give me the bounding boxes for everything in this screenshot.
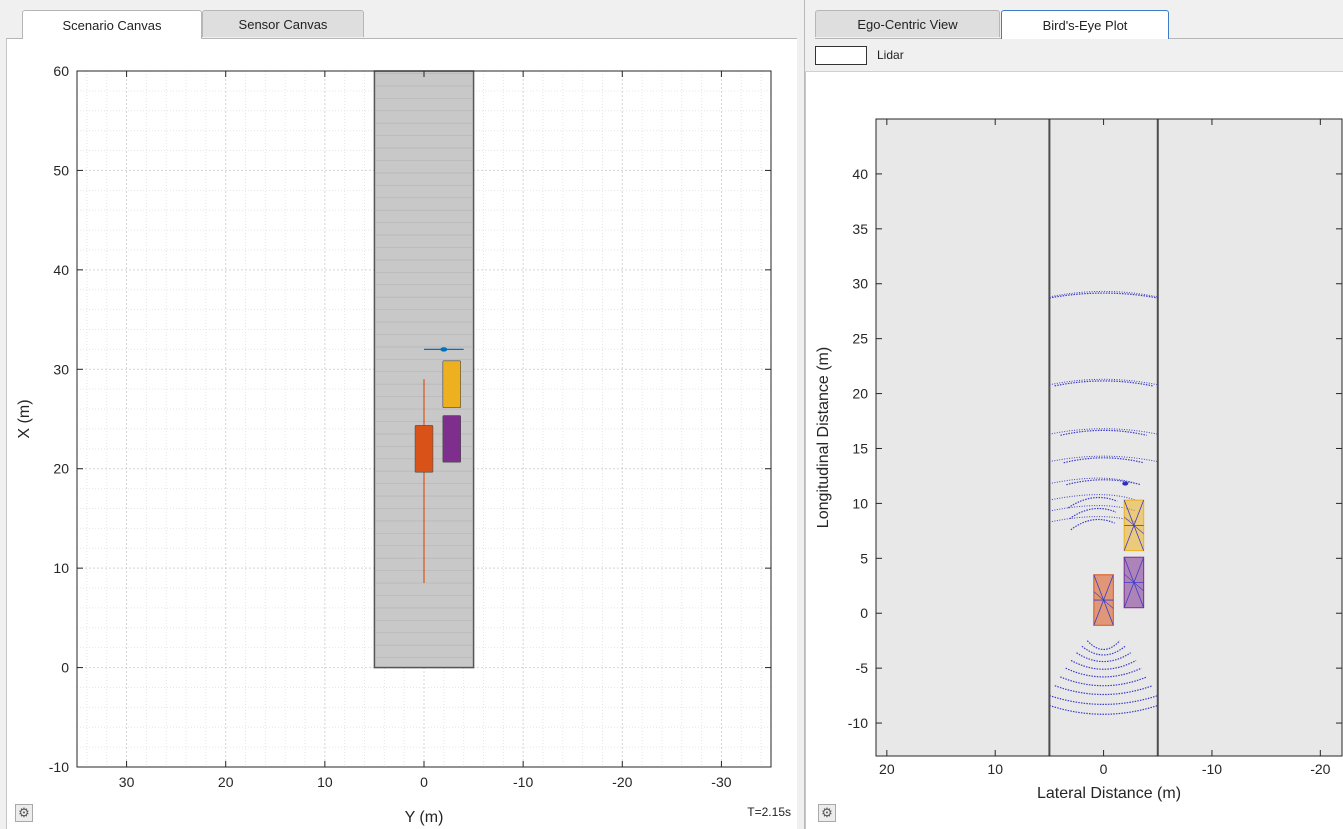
lidar-ring-behind (1070, 659, 1137, 670)
lidar-ring-ahead (1054, 380, 1153, 387)
y-tick-label: 15 (852, 440, 868, 456)
lidar-ring-behind (1054, 685, 1153, 696)
lidar-ring-ahead (1069, 507, 1117, 520)
lidar-ring-behind (1081, 645, 1126, 656)
lidar-ring-behind (1049, 695, 1158, 705)
scenario-plot[interactable]: 30 20 10 0 -10 -20 -30 60 50 40 30 20 10 0 -10 Y (m) X (… (7, 39, 798, 829)
x-axis-label: Y (m) (405, 809, 444, 826)
x-tick-label: 20 (879, 761, 895, 777)
gear-icon[interactable]: ⚙ (818, 804, 836, 822)
x-tick-label: -10 (1202, 761, 1222, 777)
x-tick-label: 10 (987, 761, 1003, 777)
x-axis-label: Lateral Distance (m) (1037, 785, 1181, 802)
birds-eye-pane: Ego-Centric View Bird's-Eye Plot Lidar 2… (804, 0, 1343, 829)
splitter-grip[interactable] (798, 410, 803, 420)
lidar-ring-ahead (1063, 457, 1144, 464)
x-tick-label: 0 (1100, 761, 1108, 777)
y-tick-label: 5 (860, 550, 868, 566)
y-tick-label: -5 (856, 660, 869, 676)
scenario-canvas[interactable]: 30 20 10 0 -10 -20 -30 60 50 40 30 20 10 0 -10 Y (m) X (… (6, 39, 797, 829)
lidar-ring-behind (1060, 676, 1148, 687)
legend-bar: Lidar (805, 39, 1343, 72)
lidar-ring-behind (1086, 640, 1121, 651)
y-tick-label: 0 (61, 660, 69, 676)
x-tick-label: -10 (513, 774, 533, 790)
pane-splitter[interactable] (797, 0, 804, 829)
lidar-pedestrian (1122, 481, 1129, 486)
lidar-ring-ahead (1060, 429, 1147, 436)
axes-box (875, 118, 1343, 757)
tab-ego-centric-view[interactable]: Ego-Centric View (815, 10, 1000, 37)
y-tick-label: 20 (852, 386, 868, 402)
y-tick-label: 0 (860, 605, 868, 621)
y-tick-label: 40 (852, 166, 868, 182)
x-tick-label: -20 (612, 774, 632, 790)
y-tick-label: -10 (848, 715, 868, 731)
y-tick-label: 35 (852, 221, 868, 237)
y-tick-label: 10 (852, 495, 868, 511)
right-tab-bar: Ego-Centric View Bird's-Eye Plot (815, 10, 1343, 39)
tab-sensor-canvas[interactable]: Sensor Canvas (202, 10, 364, 37)
birds-eye-canvas[interactable]: 20 10 0 -10 -20 40 35 30 25 20 15 10 5 0 -5 -10 Lateral … (805, 72, 1343, 829)
detection-mesh (1123, 573, 1144, 592)
birds-eye-plot[interactable]: 20 10 0 -10 -20 40 35 30 25 20 15 10 5 0 -5 -10 Lateral … (806, 72, 1343, 829)
y-tick-label: 10 (53, 560, 69, 576)
tab-birds-eye-plot[interactable]: Bird's-Eye Plot (1001, 10, 1169, 39)
x-tick-label: 10 (317, 774, 333, 790)
y-axis-label: Longitudinal Distance (m) (815, 347, 832, 528)
lidar-ring-behind (1076, 652, 1132, 663)
y-tick-label: 30 (852, 276, 868, 292)
legend-swatch-lidar[interactable] (815, 46, 867, 65)
legend-label-lidar: Lidar (877, 48, 904, 62)
lidar-ring-ahead (1067, 496, 1118, 509)
x-tick-label: -20 (1310, 761, 1330, 777)
lidar-ring-behind (1049, 704, 1158, 715)
tab-scenario-canvas[interactable]: Scenario Canvas (22, 10, 202, 39)
x-tick-label: -30 (711, 774, 731, 790)
y-tick-label: 30 (53, 361, 69, 377)
detection-mesh (1123, 516, 1144, 535)
x-tick-label: 30 (119, 774, 135, 790)
x-tick-label: 20 (218, 774, 234, 790)
y-tick-label: 40 (53, 262, 69, 278)
gear-icon[interactable]: ⚙ (15, 804, 33, 822)
left-tab-bar: Scenario Canvas Sensor Canvas (6, 10, 797, 39)
scenario-pane: Scenario Canvas Sensor Canvas 30 20 10 0 -10… (6, 0, 798, 829)
vehicle-1 (442, 415, 461, 463)
x-tick-label: 0 (420, 774, 428, 790)
pedestrian (440, 347, 448, 352)
lidar-arc (1049, 494, 1137, 501)
y-tick-label: 20 (53, 461, 69, 477)
plot-area (876, 119, 1342, 756)
y-axis-label: X (m) (16, 399, 33, 438)
y-tick-label: 50 (53, 162, 69, 178)
lidar-ring-behind (1065, 667, 1142, 678)
lidar-arc (1049, 477, 1137, 485)
vehicle-2 (442, 360, 461, 408)
y-tick-label: 25 (852, 331, 868, 347)
y-tick-label: -10 (49, 759, 69, 775)
y-tick-label: 60 (53, 63, 69, 79)
lidar-ring-ahead (1049, 292, 1158, 299)
vehicle-0 (414, 425, 434, 473)
time-label: T=2.15s (747, 805, 791, 819)
detection-mesh (1093, 591, 1114, 609)
